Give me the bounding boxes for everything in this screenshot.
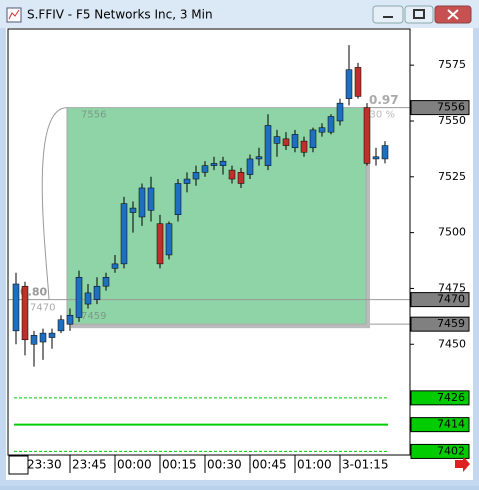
price-marker-label: 7402 — [437, 444, 465, 457]
minimize-button[interactable] — [372, 5, 404, 24]
candle-body — [300, 140, 308, 153]
candle-body — [381, 145, 389, 160]
price-marker — [410, 292, 470, 308]
price-marker — [410, 390, 470, 406]
candle-body — [237, 172, 245, 184]
candle-body — [183, 178, 191, 184]
x-tick-label: 00:30 — [207, 458, 242, 472]
candle-body — [30, 335, 38, 345]
candle-body — [336, 102, 344, 122]
left-price: 7470 — [30, 303, 55, 314]
candle-body — [102, 277, 110, 287]
price-marker — [410, 100, 470, 116]
y-tick-label: 7575 — [438, 58, 466, 71]
x-tick-label: 23:30 — [27, 458, 62, 472]
price-marker — [410, 443, 470, 459]
candle-body — [372, 156, 380, 160]
plot-border — [7, 28, 411, 456]
candle-body — [354, 67, 362, 97]
price-marker-label: 7556 — [437, 101, 465, 114]
candle-body — [120, 203, 128, 265]
candle-body — [327, 116, 335, 133]
candle-body — [201, 165, 209, 173]
maximize-glyph — [413, 9, 425, 19]
maximize-button[interactable] — [404, 5, 434, 24]
candle-body — [66, 314, 74, 325]
candle-body — [93, 285, 101, 300]
minimize-glyph — [383, 16, 393, 18]
candle-body — [57, 319, 65, 332]
candle-body — [219, 160, 227, 166]
range-bottom-label: 7459 — [81, 311, 106, 322]
candle-body — [147, 187, 155, 211]
candle-body — [138, 187, 146, 218]
candle-body — [174, 183, 182, 216]
candle-body — [309, 129, 317, 149]
candle-body — [282, 138, 290, 146]
x-tick-label: 01:00 — [297, 458, 332, 472]
range-change-pct: 1.30 % — [360, 110, 395, 121]
candle-body — [291, 134, 299, 149]
candle-body — [210, 163, 218, 166]
price-marker-label: 7470 — [437, 293, 465, 306]
candle-body — [228, 169, 236, 180]
price-marker-label: 7426 — [437, 391, 465, 404]
range-arc — [41, 107, 68, 300]
candle-body — [156, 223, 164, 265]
corner-box[interactable] — [8, 455, 29, 475]
candle-body — [48, 332, 56, 338]
candle-body — [21, 285, 29, 341]
candle-body — [273, 136, 281, 144]
candle-body — [129, 207, 137, 213]
window-title: S.FFIV - F5 Networks Inc, 3 Min — [27, 8, 213, 22]
candle-body — [363, 107, 371, 164]
price-marker — [410, 316, 470, 332]
candle-body — [192, 172, 200, 180]
candle-body — [264, 125, 272, 166]
candle-body — [39, 332, 47, 343]
y-tick-label: 7450 — [438, 337, 466, 350]
candle-body — [12, 283, 20, 332]
candle-body — [345, 69, 353, 99]
candle-body — [255, 156, 263, 160]
x-tick-label: 3-01:15 — [342, 458, 389, 472]
candle-body — [165, 223, 173, 256]
y-tick-label: 7475 — [438, 281, 466, 294]
close-glyph — [447, 9, 459, 20]
candle-body — [84, 292, 92, 305]
candle-body — [75, 277, 83, 318]
y-tick-label: 7525 — [438, 170, 466, 183]
y-tick-label: 7550 — [438, 114, 466, 127]
app-icon-glyph — [8, 9, 20, 20]
range-top-label: 7556 — [81, 110, 106, 121]
x-tick-label: 00:00 — [117, 458, 152, 472]
range-change: 0.97 — [369, 93, 399, 107]
x-tick-label: 23:45 — [72, 458, 107, 472]
scroll-arrow[interactable] — [455, 456, 470, 472]
y-tick-label: 7500 — [438, 226, 466, 239]
candle-body — [111, 263, 119, 269]
price-marker-label: 7414 — [437, 418, 465, 431]
price-marker — [410, 417, 470, 433]
x-tick-label: 00:45 — [252, 458, 287, 472]
x-tick-label: 00:15 — [162, 458, 197, 472]
range-box — [66, 107, 367, 325]
candle-body — [246, 158, 254, 175]
price-marker-label: 7459 — [437, 317, 465, 330]
candle-body — [318, 127, 326, 133]
